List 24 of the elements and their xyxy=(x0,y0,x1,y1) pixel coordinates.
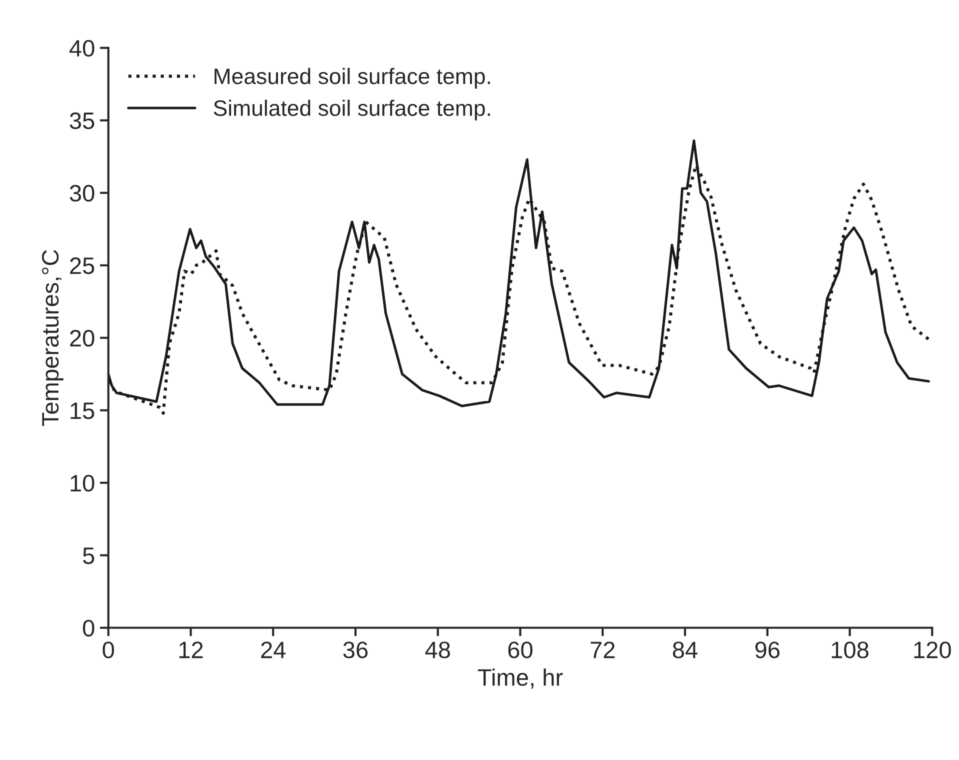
x-axis-title: Time, hr xyxy=(478,668,563,689)
y-tick-label: 10 xyxy=(70,474,94,492)
x-tick-label: 60 xyxy=(508,642,532,658)
legend-label: Simulated soil surface temp. xyxy=(214,100,490,120)
y-tick-label: 35 xyxy=(70,112,94,130)
y-tick-label: 20 xyxy=(70,330,94,347)
x-tick-label: 24 xyxy=(261,642,286,658)
x-tick-label: 48 xyxy=(425,642,450,658)
y-axis-title: Temperatures,°C xyxy=(42,250,64,426)
x-tick-label: 84 xyxy=(672,642,698,658)
x-tick-label: 120 xyxy=(914,642,951,658)
x-tick-label: 0 xyxy=(102,642,114,658)
y-tick-label: 30 xyxy=(70,184,94,202)
legend-label: Measured soil surface temp. xyxy=(214,68,490,89)
x-tick-label: 36 xyxy=(343,642,368,658)
x-tick-label: 96 xyxy=(755,642,780,658)
y-tick-label: 0 xyxy=(82,620,94,637)
y-tick-label: 15 xyxy=(70,402,94,420)
y-tick-label: 5 xyxy=(82,548,94,564)
x-tick-label: 108 xyxy=(832,642,868,658)
y-tick-label: 40 xyxy=(69,40,94,57)
x-tick-label: 72 xyxy=(590,642,615,658)
y-tick-label: 25 xyxy=(70,257,94,274)
x-tick-label: 12 xyxy=(179,642,203,658)
